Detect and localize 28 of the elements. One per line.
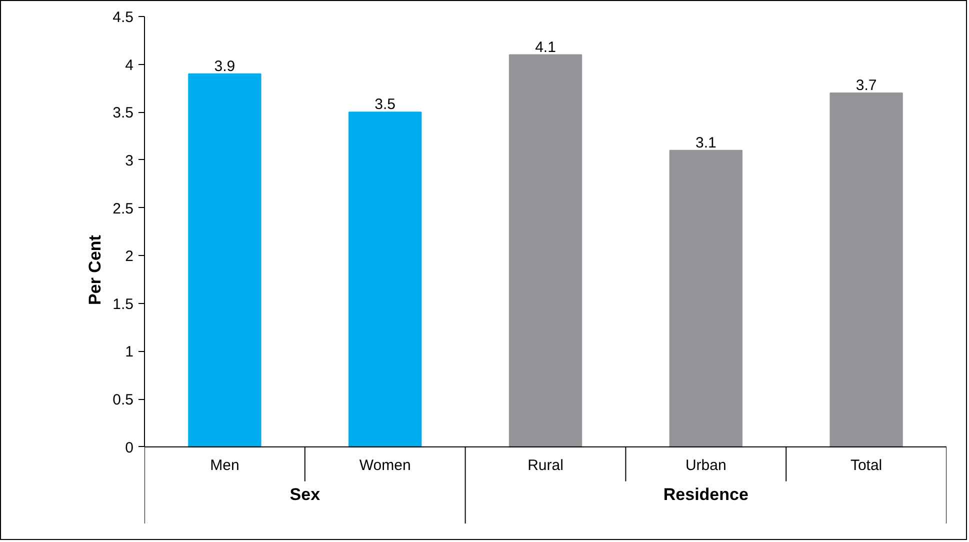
x-tick-label: Urban: [685, 456, 726, 474]
bar: [830, 92, 903, 448]
y-tick-label: 2: [125, 248, 134, 266]
data-label: 4.1: [535, 38, 556, 56]
data-label: 3.1: [695, 134, 716, 152]
data-label: 3.9: [214, 58, 236, 75]
text: Sex: [290, 484, 321, 504]
y-tick-label: 2.5: [112, 200, 134, 218]
text: Residence: [663, 484, 748, 504]
y-tick-label: 0: [125, 439, 134, 456]
x-tick-label: Rural: [528, 456, 564, 474]
bar: [188, 73, 262, 448]
y-tick-label: 1: [125, 344, 134, 361]
data-label: 3.7: [856, 77, 877, 94]
y-axis-title: Per Cent: [86, 234, 105, 305]
bar: [508, 54, 582, 448]
x-tick-label: Women: [359, 456, 411, 474]
y-tick-label: 4: [125, 56, 134, 74]
y-tick-label: 1.5: [112, 296, 134, 313]
data-label: 3.5: [374, 96, 396, 114]
y-tick-label: 3.5: [112, 104, 134, 122]
y-tick-label: 4.5: [112, 9, 134, 26]
bar: [669, 150, 742, 448]
bar: [348, 112, 422, 448]
x-tick-label: Men: [210, 456, 240, 474]
y-tick-label: 3: [125, 152, 134, 170]
x-tick-label: Total: [850, 456, 882, 474]
y-tick-label: 0.5: [112, 392, 134, 409]
